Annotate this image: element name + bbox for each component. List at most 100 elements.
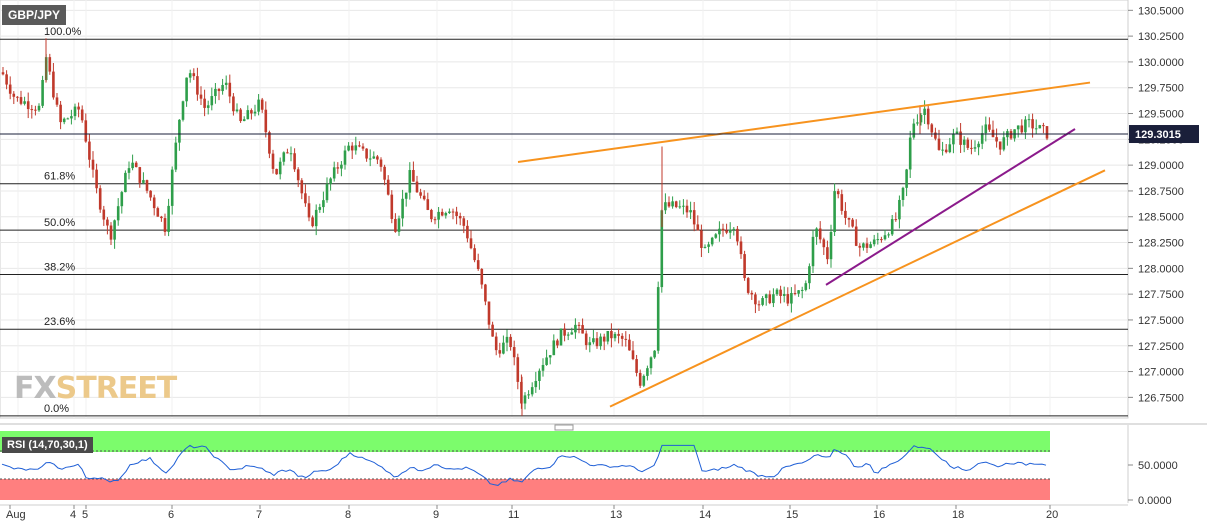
candle-body [534,380,538,388]
fib-label: 38.2% [44,262,75,274]
candle-body [1020,125,1024,133]
candle-body [808,266,811,284]
candle-body [541,364,545,371]
candle-body [138,167,142,183]
candle-body [977,143,980,148]
candle-body [804,283,808,290]
candle-body [811,236,815,267]
candle-body [278,161,282,175]
candle-body [253,111,257,114]
candle-body [469,238,473,249]
fib-label: 23.6% [44,316,75,328]
candle-body [473,248,476,261]
candle-body [23,101,26,104]
candle-body [559,328,563,346]
candle-body [116,206,120,221]
candle-body [91,159,95,170]
candle-body [613,333,617,339]
candle-body [55,97,59,105]
candle-body [174,142,178,170]
candle-body [322,200,325,208]
candle-body [862,243,865,248]
candle-body [552,340,556,356]
candle-body [246,110,250,120]
price-tick-label: 127.0000 [1138,367,1184,379]
candle-body [635,359,638,373]
candle-body [750,292,754,295]
candle-body [300,180,304,194]
candle-body [340,164,343,169]
candle-body [595,338,599,347]
candle-body [397,218,401,232]
candle-body [959,131,962,145]
candle-body [678,206,682,208]
candle-body [372,156,376,159]
candle-body [325,183,329,201]
time-tick-label: 20 [1046,509,1058,521]
candle-body [926,108,930,125]
candle-body [444,212,448,216]
candle-body [934,132,937,139]
price-tick-label: 127.5000 [1138,315,1184,327]
price-tick-label: 128.7500 [1138,186,1184,198]
candle-body [415,181,419,193]
candle-body [178,119,181,143]
candle-body [984,124,988,134]
candle-body [782,294,786,296]
candle-body [62,118,66,123]
time-tick-label: 14 [699,509,711,521]
rsi-line [1,444,1047,486]
rsi-oversold-zone [0,479,1050,500]
candle-body [710,237,714,245]
candle-body [430,209,433,220]
candle-body [548,355,552,358]
candle-body [800,289,804,291]
candle-body [667,202,671,207]
current-price-tag [1129,125,1199,144]
price-tick-label: 127.2500 [1138,341,1184,353]
candle-body [66,118,70,120]
rsi-overbought-zone [0,431,1050,452]
candle-body [52,71,55,98]
trendline-purple-support [825,128,1076,286]
candle-body [386,179,390,195]
candle-body [502,342,505,354]
candle-body [847,217,851,220]
candle-body [390,194,394,219]
candle-body [448,211,451,213]
candle-body [764,294,768,299]
candle-body [314,209,318,227]
candle-body [491,324,494,337]
candle-body [617,333,620,336]
candle-body [721,228,725,231]
price-tick-label: 128.0000 [1138,263,1184,275]
candle-body [556,340,559,346]
candle-body [761,298,764,305]
candle-body [188,73,192,78]
candle-body [696,224,700,231]
candle-body [653,350,656,358]
candle-body [628,339,631,351]
candle-body [228,82,232,97]
candle-body [412,170,415,182]
candle-body [235,109,239,112]
candle-body [376,156,379,160]
candle-body [1038,125,1042,129]
candle-body [944,149,948,153]
candle-body [98,188,102,210]
candle-body [563,328,566,336]
candle-body [26,101,30,110]
candle-body [682,205,685,207]
candle-body [354,145,358,151]
candle-body [152,197,156,209]
price-tick-label: 129.5000 [1138,109,1184,121]
candle-body [660,210,664,288]
candle-body [923,108,926,115]
candle-body [358,145,361,147]
candle-body [365,148,368,159]
candle-body [264,109,268,133]
candle-body [80,109,84,121]
candle-body [113,220,116,240]
candle-body [991,129,995,138]
time-axis: Aug 4 5 6 7 8 9 11 13 14 15 16 18 20 [0,504,1128,521]
